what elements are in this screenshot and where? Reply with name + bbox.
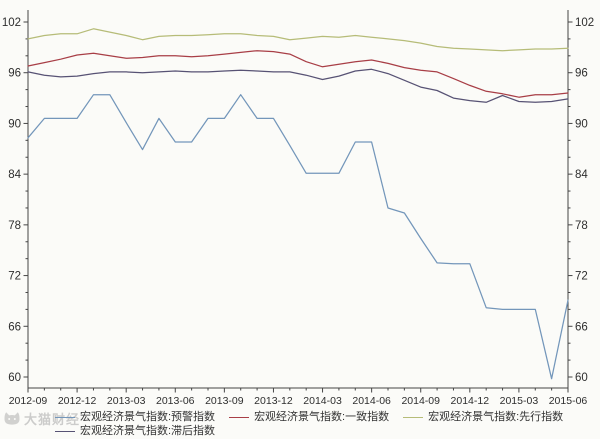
svg-text:90: 90 xyxy=(8,118,21,130)
legend-item-warning-index: 宏观经济景气指数:预警指数 xyxy=(55,410,215,424)
svg-text:2012-12: 2012-12 xyxy=(58,395,97,407)
svg-text:84: 84 xyxy=(575,169,588,181)
svg-text:96: 96 xyxy=(8,68,21,80)
svg-text:2014-03: 2014-03 xyxy=(303,395,342,407)
svg-text:60: 60 xyxy=(575,372,588,384)
legend-label: 宏观经济景气指数:一致指数 xyxy=(254,411,390,423)
svg-text:90: 90 xyxy=(575,118,588,130)
svg-text:102: 102 xyxy=(2,17,21,29)
legend-label: 宏观经济景气指数:先行指数 xyxy=(428,411,564,423)
svg-text:2013-06: 2013-06 xyxy=(156,395,195,407)
legend-line-marker-icon xyxy=(229,416,250,418)
legend-label: 宏观经济景气指数:预警指数 xyxy=(80,411,216,423)
svg-text:60: 60 xyxy=(8,372,21,384)
legend-item-coincident-index: 宏观经济景气指数:一致指数 xyxy=(229,410,389,424)
svg-text:78: 78 xyxy=(575,220,588,232)
chart-legend: 宏观经济景气指数:预警指数 宏观经济景气指数:一致指数 宏观经济景气指数:先行指… xyxy=(55,410,595,438)
svg-text:66: 66 xyxy=(575,321,588,333)
svg-text:72: 72 xyxy=(8,271,21,283)
legend-line-marker-icon xyxy=(55,416,75,418)
svg-text:78: 78 xyxy=(8,220,21,232)
svg-text:2015-06: 2015-06 xyxy=(549,395,588,407)
legend-item-leading-index: 宏观经济景气指数:先行指数 xyxy=(403,410,563,424)
legend-label: 宏观经济景气指数:滞后指数 xyxy=(80,425,216,437)
svg-text:84: 84 xyxy=(8,169,21,181)
legend-row-2: 宏观经济景气指数:滞后指数 xyxy=(55,424,595,438)
svg-text:102: 102 xyxy=(575,17,594,29)
svg-text:72: 72 xyxy=(575,271,588,283)
svg-text:2013-09: 2013-09 xyxy=(205,395,244,407)
legend-row-1: 宏观经济景气指数:预警指数 宏观经济景气指数:一致指数 宏观经济景气指数:先行指… xyxy=(55,410,595,424)
svg-text:2012-09: 2012-09 xyxy=(9,395,48,407)
legend-line-marker-icon xyxy=(55,430,75,432)
svg-text:66: 66 xyxy=(8,321,21,333)
svg-text:2013-12: 2013-12 xyxy=(254,395,293,407)
svg-text:2013-03: 2013-03 xyxy=(107,395,146,407)
legend-line-marker-icon xyxy=(403,416,424,418)
svg-text:2014-06: 2014-06 xyxy=(352,395,391,407)
svg-text:2014-09: 2014-09 xyxy=(401,395,440,407)
svg-text:2014-12: 2014-12 xyxy=(451,395,490,407)
legend-item-lagging-index: 宏观经济景气指数:滞后指数 xyxy=(55,424,215,438)
svg-text:96: 96 xyxy=(575,68,588,80)
svg-text:2015-03: 2015-03 xyxy=(500,395,539,407)
